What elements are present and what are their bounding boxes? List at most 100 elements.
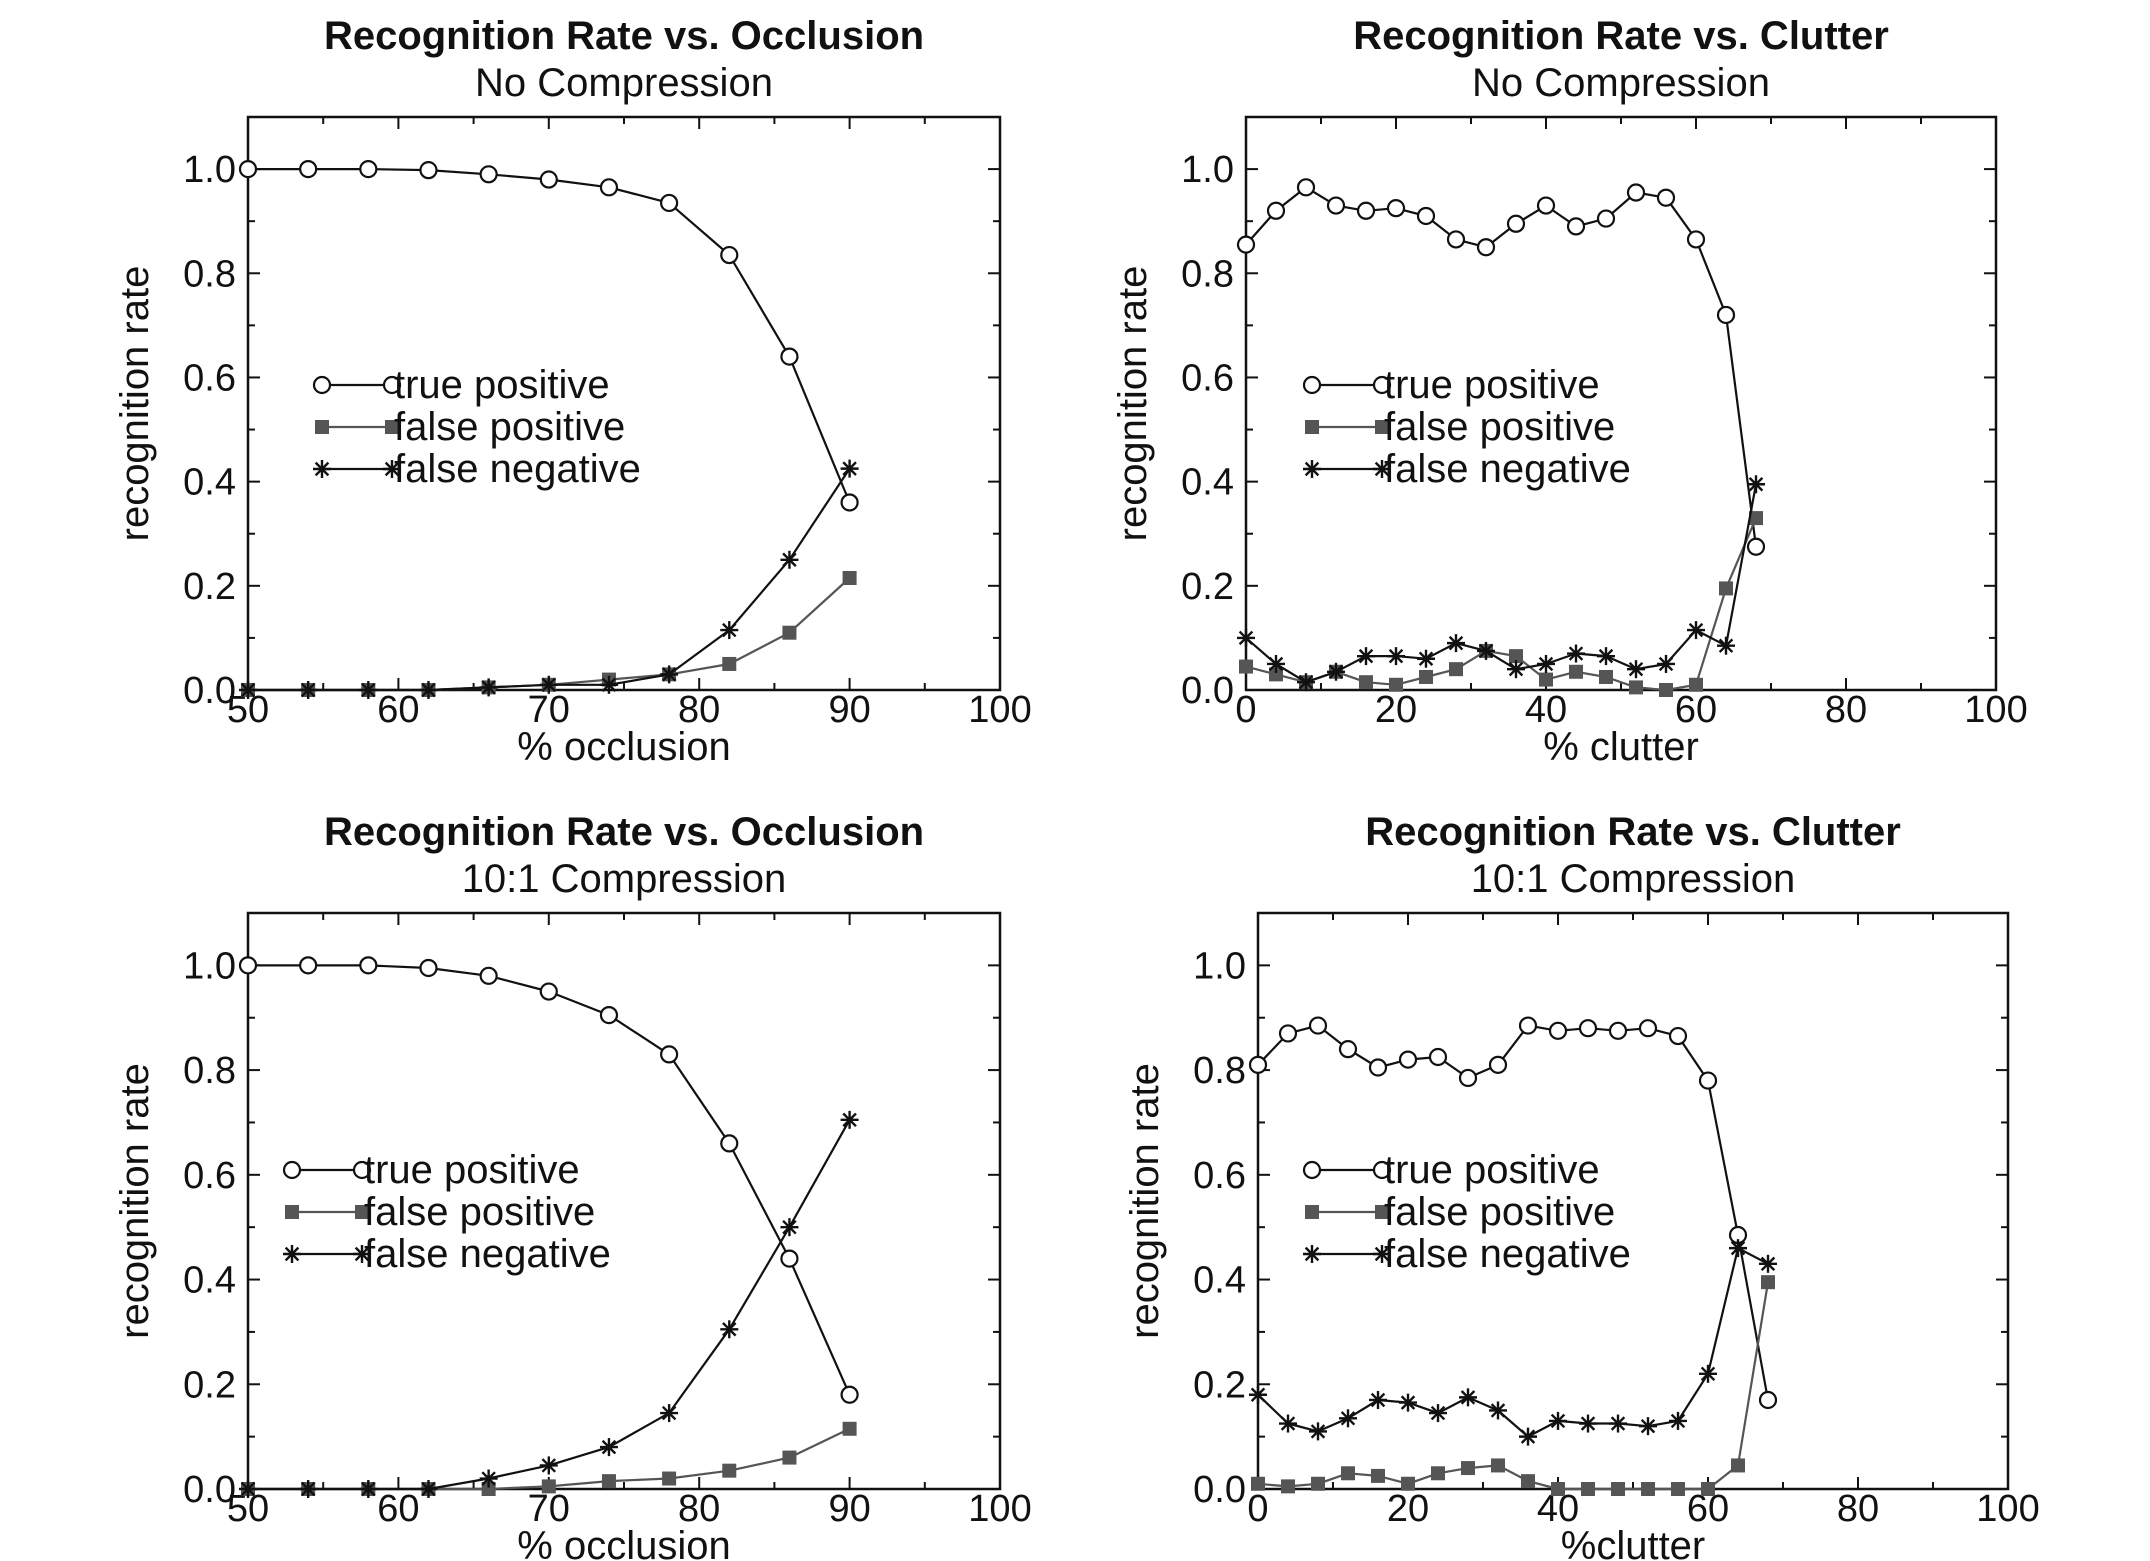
data-point-star [1759, 1254, 1777, 1273]
chart-title: Recognition Rate vs. Occlusion [324, 810, 924, 854]
data-point-star [1369, 1390, 1387, 1409]
series-line-star [248, 467, 851, 692]
x-tick-label: 100 [968, 689, 1031, 731]
data-point-circle [1368, 1058, 1388, 1077]
data-point-star [1549, 1411, 1567, 1430]
y-tick-label: 0.2 [1193, 1364, 1246, 1406]
data-point-circle [1668, 1026, 1688, 1046]
data-point-star [1399, 1393, 1417, 1412]
y-tick-label: 0.2 [1181, 566, 1234, 608]
data-point-circle [1428, 1047, 1448, 1067]
data-point-square [782, 1450, 797, 1465]
y-tick-label: 0.0 [183, 670, 236, 712]
x-tick-label: 80 [678, 1488, 720, 1530]
data-point-square [481, 1482, 496, 1496]
y-tick-label: 1.0 [1181, 149, 1234, 191]
data-point-star [1519, 1427, 1537, 1446]
y-axis-label: recognition rate [1111, 266, 1155, 542]
data-point-square [722, 656, 737, 671]
data-point-square [1419, 669, 1433, 684]
legend-marker-square [1305, 1205, 1319, 1219]
data-point-square [1521, 1474, 1535, 1489]
y-tick-label: 1.0 [1193, 945, 1246, 987]
data-point-circle [299, 159, 318, 179]
data-point-star [1567, 644, 1585, 663]
x-tick-label: 70 [528, 689, 570, 731]
x-tick-label: 70 [528, 1488, 570, 1530]
chart-subtitle: No Compression [1472, 61, 1770, 105]
data-point-square [1581, 1482, 1595, 1496]
data-point-star [1669, 1411, 1687, 1430]
data-point-star [359, 681, 378, 699]
data-point-star [1249, 1385, 1267, 1404]
data-point-circle [1236, 235, 1256, 254]
x-tick-label: 90 [828, 689, 870, 731]
data-point-square [1269, 667, 1283, 682]
data-point-circle [539, 170, 558, 189]
legend-marker-square [1305, 420, 1319, 434]
data-point-circle [1656, 188, 1676, 207]
data-point-circle [1398, 1050, 1418, 1069]
x-tick-label: 80 [1837, 1488, 1879, 1530]
legend-marker-circle [1302, 375, 1322, 395]
data-point-star [419, 681, 438, 699]
y-tick-label: 0.8 [183, 1050, 236, 1092]
data-point-circle [1356, 201, 1376, 220]
data-point-star [720, 621, 739, 640]
x-tick-label: 100 [968, 1488, 1031, 1530]
data-point-star [419, 1480, 438, 1498]
x-tick-label: 40 [1525, 689, 1567, 731]
legend-marker-circle [1302, 1160, 1322, 1180]
series-line-square [1257, 1282, 1770, 1491]
data-point-star [1447, 634, 1465, 653]
data-point-circle [1686, 230, 1706, 249]
data-point-square [1701, 1482, 1715, 1496]
data-point-circle [1248, 1055, 1268, 1074]
data-point-star [1417, 649, 1435, 668]
data-point-circle [1308, 1016, 1328, 1035]
data-point-square [1641, 1482, 1655, 1496]
data-point-square [722, 1463, 737, 1478]
plot-frame [246, 115, 1002, 692]
data-point-star [1579, 1414, 1597, 1433]
chart-subtitle: 10:1 Compression [462, 857, 787, 901]
data-point-star [1459, 1388, 1477, 1407]
y-tick-label: 0.2 [183, 566, 236, 608]
legend-marker-star [283, 1245, 301, 1263]
legend-marker-circle [282, 1160, 302, 1180]
y-tick-label: 0.0 [183, 1469, 236, 1511]
legend-label: false positive [364, 1190, 595, 1234]
legend-marker-square [1375, 420, 1389, 434]
x-tick-label: 90 [828, 1488, 870, 1530]
y-tick-label: 0.6 [1193, 1155, 1246, 1197]
y-axis-label: recognition rate [1123, 1063, 1167, 1339]
data-point-star [599, 1438, 618, 1457]
data-point-star [1507, 660, 1525, 679]
data-point-star [359, 1480, 378, 1498]
data-point-square [842, 1421, 857, 1436]
data-point-square [1719, 581, 1733, 596]
data-point-circle [1476, 238, 1496, 257]
data-point-star [720, 1320, 739, 1339]
y-tick-label: 0.4 [183, 462, 236, 504]
data-point-circle [1266, 201, 1286, 220]
data-point-square [1461, 1461, 1475, 1476]
data-point-circle [1698, 1071, 1718, 1090]
data-point-star [660, 665, 679, 684]
data-point-star [1279, 1414, 1297, 1433]
data-point-star [239, 681, 257, 699]
x-tick-label: 20 [1375, 689, 1417, 731]
data-point-circle [660, 1045, 679, 1064]
data-point-star [1267, 654, 1285, 673]
y-tick-label: 1.0 [183, 945, 236, 987]
data-point-star [1639, 1417, 1657, 1436]
data-point-circle [1638, 1019, 1658, 1038]
chart-subtitle: No Compression [475, 61, 773, 105]
data-point-circle [1536, 196, 1556, 215]
data-point-star [299, 1480, 318, 1498]
data-point-star [780, 1218, 799, 1237]
y-tick-label: 0.8 [1193, 1050, 1246, 1092]
data-point-circle [1566, 217, 1586, 236]
